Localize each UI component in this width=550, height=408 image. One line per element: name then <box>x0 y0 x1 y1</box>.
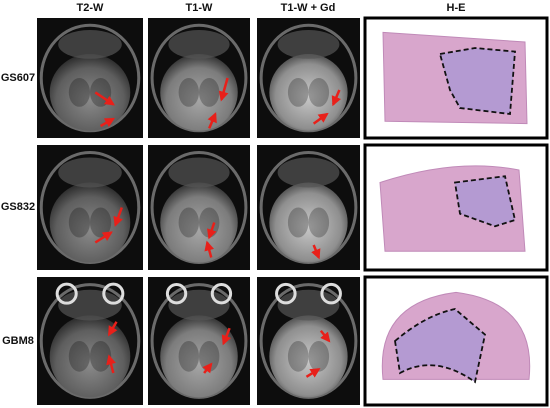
cerebellum <box>287 207 309 238</box>
skull-base <box>168 289 230 321</box>
cerebellum <box>287 78 309 107</box>
brain <box>160 182 238 263</box>
column-header: T2-W <box>77 2 105 14</box>
red-arrow <box>94 91 115 106</box>
tumor-region <box>438 47 516 116</box>
row-label: GS607 <box>1 72 35 84</box>
red-arrow <box>106 354 116 374</box>
cerebellum <box>199 207 220 238</box>
tumor-region <box>394 308 486 384</box>
skull-base <box>168 30 230 59</box>
labels: T2-W T1-W T1-W + Gd H-E GS607 GS832 GBM8 <box>1 2 466 347</box>
mri-panel <box>37 145 143 270</box>
brain <box>49 182 131 263</box>
mri-panel <box>37 277 143 405</box>
red-arrow <box>218 77 229 102</box>
red-arrow <box>202 362 213 374</box>
brain <box>160 54 238 131</box>
mri-panel <box>257 145 360 270</box>
cerebellum <box>68 207 90 238</box>
red-arrow <box>312 112 329 125</box>
red-arrow <box>319 329 331 343</box>
cerebellum <box>178 78 199 107</box>
skull-base <box>277 30 340 59</box>
cerebellum <box>199 78 220 107</box>
skull-base <box>58 289 122 321</box>
red-arrow <box>113 207 123 227</box>
cerebellum <box>308 341 330 372</box>
cerebellum <box>90 341 112 372</box>
he-panel <box>363 143 549 272</box>
red-arrow <box>204 240 215 258</box>
cerebellum <box>308 78 330 107</box>
row-label: GBM8 <box>2 335 34 347</box>
red-arrow <box>221 327 232 346</box>
cerebellum <box>68 341 90 372</box>
mri-panel <box>148 145 250 270</box>
eye <box>102 282 125 305</box>
skull-base <box>277 289 340 321</box>
eye <box>320 282 342 305</box>
cerebellum <box>308 207 330 238</box>
column-header: H-E <box>447 2 466 14</box>
eye <box>165 282 188 305</box>
head-outline <box>259 283 358 399</box>
cerebellum <box>90 78 112 107</box>
eye <box>210 282 233 305</box>
column-header: T1-W + Gd <box>281 2 336 14</box>
cerebellum <box>287 341 309 372</box>
mri-panel <box>257 277 360 405</box>
red-arrow <box>99 117 116 128</box>
cerebellum <box>178 207 199 238</box>
mri-panel <box>257 18 360 138</box>
brain <box>49 54 131 131</box>
red-arrow <box>305 368 321 378</box>
eye <box>55 282 78 305</box>
red-arrow <box>94 231 113 244</box>
brain <box>160 315 238 398</box>
red-arrow <box>311 244 321 260</box>
tumor-region <box>453 175 517 228</box>
brain <box>269 182 348 263</box>
column-header: T1-W <box>186 2 214 14</box>
row-label: GS832 <box>1 201 35 213</box>
mri-panel <box>148 277 250 405</box>
skull-base <box>58 157 122 188</box>
head-outline <box>150 283 248 399</box>
he-panel <box>363 275 549 407</box>
red-arrow <box>107 321 118 337</box>
cerebellum <box>178 341 199 372</box>
red-arrow <box>207 112 217 129</box>
he-panel <box>363 16 549 140</box>
mri-panel <box>148 18 250 138</box>
brain <box>269 54 348 131</box>
mri-panel <box>37 18 143 138</box>
red-arrow <box>207 222 217 240</box>
eye <box>275 282 297 305</box>
skull-base <box>277 157 340 188</box>
head-outline <box>39 283 141 399</box>
cerebellum <box>68 78 90 107</box>
skull-base <box>168 157 230 188</box>
cerebellum <box>90 207 112 238</box>
skull-base <box>58 30 122 59</box>
red-arrow <box>331 89 341 107</box>
